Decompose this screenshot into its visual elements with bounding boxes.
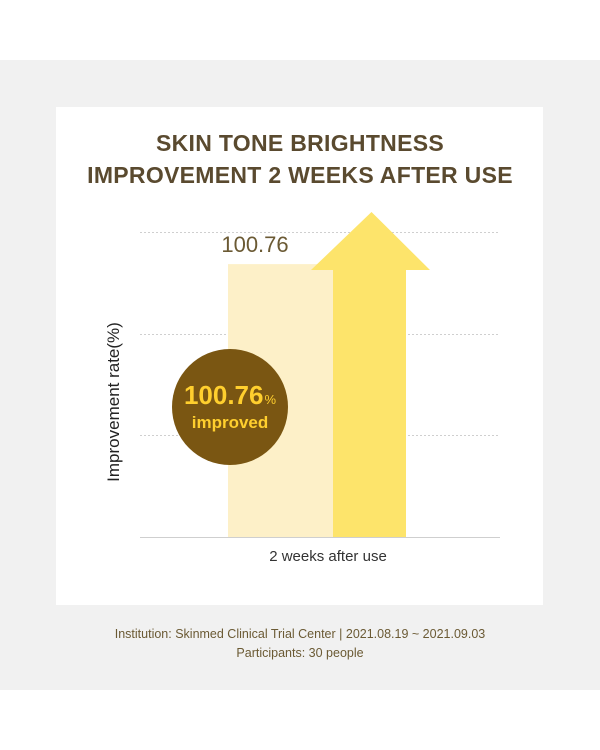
arrow-shape xyxy=(311,212,430,537)
footer-institution: Institution: Skinmed Clinical Trial Cent… xyxy=(114,627,486,641)
improvement-badge xyxy=(172,349,288,465)
badge-text: improved xyxy=(192,413,269,432)
chart-title-line-2: IMPROVEMENT 2 WEEKS AFTER USE xyxy=(87,162,513,188)
badge-unit: % xyxy=(264,392,276,407)
chart-title-line-1: SKIN TONE BRIGHTNESS xyxy=(156,130,444,156)
badge-value: 100.76% xyxy=(184,380,277,410)
footer-participants: Participants: 30 people xyxy=(236,646,364,660)
bar-value-label: 100.76 xyxy=(221,232,288,257)
y-axis-label: Improvement rate(%) xyxy=(104,322,123,482)
x-tick-label: 2 weeks after use xyxy=(269,548,387,565)
